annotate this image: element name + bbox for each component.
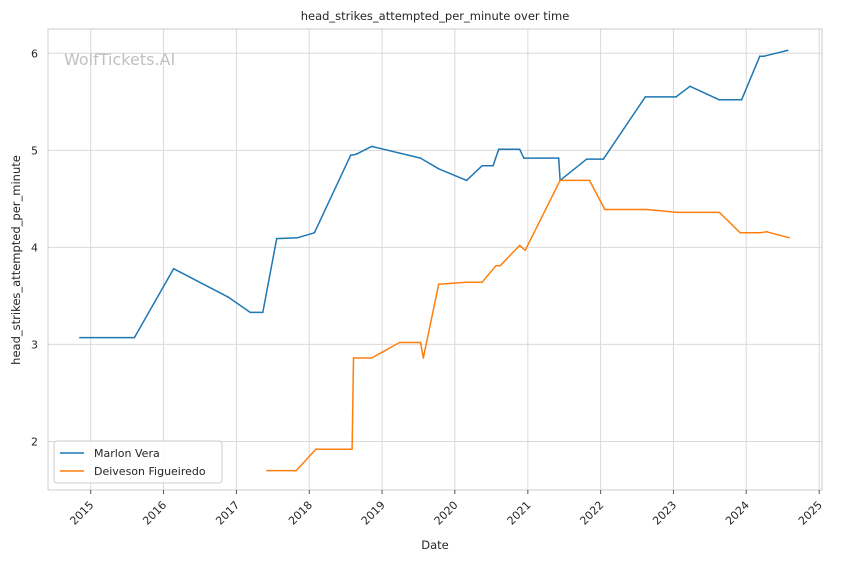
data-point-deiveson-figueiredo (676, 211, 679, 214)
data-point-deiveson-figueiredo (352, 357, 355, 359)
data-point-marlon-vera (481, 165, 483, 167)
y-tick-label: 6 (31, 47, 38, 60)
data-point-marlon-vera (172, 267, 175, 270)
data-point-marlon-vera (227, 296, 229, 298)
data-point-marlon-vera (492, 165, 494, 167)
data-point-marlon-vera (557, 157, 560, 159)
data-point-marlon-vera (718, 99, 721, 101)
data-point-marlon-vera (465, 179, 468, 182)
data-point-deiveson-figueiredo (788, 236, 790, 239)
data-point-deiveson-figueiredo (559, 179, 561, 182)
x-axis-title: Date (421, 538, 449, 552)
legend: Marlon Vera Deiveson Figueiredo (53, 440, 223, 484)
data-point-deiveson-figueiredo (351, 448, 353, 451)
data-point-marlon-vera (585, 158, 588, 160)
x-tick-label: 2022 (577, 499, 606, 528)
y-tick-labels: 2 3 4 5 6 (31, 47, 38, 448)
y-tick-label: 4 (31, 241, 38, 254)
watermark: WolfTickets.AI (64, 50, 175, 69)
y-tick-label: 5 (31, 144, 38, 157)
legend-label-marlon-vera: Marlon Vera (94, 447, 160, 460)
data-point-deiveson-figueiredo (419, 341, 422, 344)
x-tick-label: 2023 (650, 499, 679, 528)
series-layer (79, 49, 790, 472)
data-point-marlon-vera (370, 145, 373, 148)
data-point-marlon-vera (419, 157, 422, 159)
data-point-marlon-vera (523, 157, 525, 159)
data-point-deiveson-figueiredo (465, 281, 468, 284)
data-point-deiveson-figueiredo (422, 357, 425, 359)
y-axis-title: head_strikes_attempted_per_minute (9, 155, 23, 365)
data-point-marlon-vera (740, 99, 743, 101)
data-point-deiveson-figueiredo (766, 231, 768, 233)
data-point-deiveson-figueiredo (718, 211, 721, 214)
x-tick-label: 2016 (140, 499, 169, 528)
data-point-marlon-vera (275, 237, 278, 240)
data-point-marlon-vera (602, 158, 605, 160)
data-point-marlon-vera (296, 236, 299, 239)
data-point-marlon-vera (759, 55, 761, 57)
data-point-deiveson-figueiredo (645, 208, 648, 211)
series-line-marlon-vera (79, 49, 788, 339)
data-point-marlon-vera (786, 49, 789, 52)
legend-label-deiveson-figueiredo: Deiveson Figueiredo (94, 465, 206, 478)
data-point-marlon-vera (355, 153, 358, 155)
plot-frame (47, 28, 823, 491)
x-tick-label: 2015 (67, 499, 96, 528)
x-tick-label: 2018 (286, 499, 315, 528)
data-point-deiveson-figueiredo (499, 265, 501, 267)
series-line-deiveson-figueiredo (267, 179, 790, 472)
data-point-marlon-vera (79, 336, 81, 339)
data-point-deiveson-figueiredo (518, 244, 521, 247)
data-point-deiveson-figueiredo (495, 265, 497, 267)
data-point-marlon-vera (262, 311, 264, 314)
data-point-marlon-vera (349, 154, 352, 156)
data-point-deiveson-figueiredo (524, 249, 526, 252)
data-point-deiveson-figueiredo (266, 469, 268, 472)
chart-title: head_strikes_attempted_per_minute over t… (301, 9, 570, 23)
x-tick-label: 2019 (359, 499, 388, 528)
data-point-marlon-vera (497, 148, 500, 151)
x-gridlines (90, 29, 820, 490)
data-point-marlon-vera (249, 311, 251, 314)
data-point-deiveson-figueiredo (398, 341, 401, 344)
data-point-marlon-vera (763, 55, 765, 57)
x-tick-label: 2021 (505, 499, 534, 528)
data-point-marlon-vera (644, 96, 647, 98)
data-point-marlon-vera (675, 96, 677, 98)
data-point-deiveson-figueiredo (370, 357, 373, 359)
x-tick-label: 2017 (213, 499, 242, 528)
x-tick-label: 2025 (796, 499, 825, 528)
data-point-marlon-vera (313, 232, 316, 234)
x-tick-label: 2020 (432, 499, 461, 528)
y-gridlines (48, 52, 822, 442)
data-point-marlon-vera (133, 336, 136, 339)
data-point-marlon-vera (437, 168, 440, 170)
data-point-deiveson-figueiredo (315, 448, 317, 451)
x-tick-labels: 2015 2016 2017 2018 2019 2020 2021 2022 2023 2024… (67, 490, 825, 528)
data-point-deiveson-figueiredo (739, 232, 741, 234)
data-point-deiveson-figueiredo (759, 232, 761, 234)
data-point-deiveson-figueiredo (437, 283, 440, 286)
legend-frame (53, 440, 223, 484)
y-tick-label: 2 (31, 435, 38, 448)
data-point-deiveson-figueiredo (604, 208, 606, 211)
data-point-deiveson-figueiredo (295, 469, 298, 472)
data-point-deiveson-figueiredo (588, 179, 591, 182)
x-tick-label: 2024 (723, 499, 752, 528)
y-tick-label: 3 (31, 338, 38, 351)
data-point-deiveson-figueiredo (481, 281, 483, 284)
data-point-marlon-vera (518, 148, 521, 151)
data-point-marlon-vera (689, 85, 691, 88)
